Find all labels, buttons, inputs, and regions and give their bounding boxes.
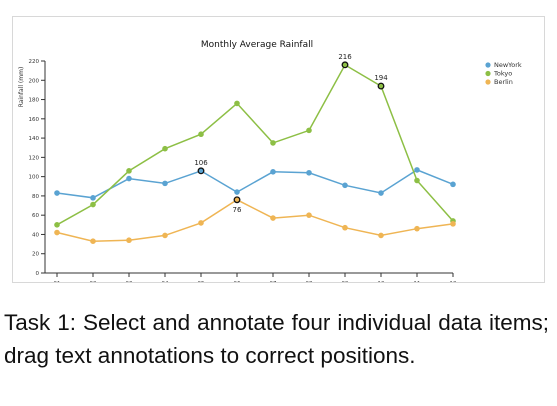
annotation-label[interactable]: 194 — [374, 74, 388, 82]
point-tokyo[interactable] — [198, 131, 204, 138]
annotated-point[interactable] — [197, 167, 205, 175]
series-lines — [56, 63, 454, 242]
annotated-point[interactable] — [233, 196, 241, 204]
x-tick-label: 08 — [306, 281, 313, 282]
point-tokyo[interactable] — [126, 168, 132, 174]
point-tokyo[interactable] — [306, 127, 312, 134]
point-berlin[interactable] — [270, 215, 276, 221]
point-newyork[interactable] — [378, 190, 384, 196]
point-newyork[interactable] — [126, 175, 132, 182]
x-tick-label: 03 — [126, 281, 133, 282]
point-newyork[interactable] — [450, 181, 456, 188]
chart-title: Monthly Average Rainfall — [201, 40, 313, 50]
point-tokyo[interactable] — [90, 201, 96, 208]
point-berlin[interactable] — [342, 224, 348, 231]
annotation-label[interactable]: 76 — [233, 206, 242, 214]
point-berlin[interactable] — [198, 220, 204, 226]
point-newyork[interactable] — [342, 182, 348, 189]
annotation-label[interactable]: 106 — [194, 159, 208, 167]
y-tick-label: 60 — [32, 213, 39, 219]
point-berlin[interactable] — [450, 221, 456, 227]
chart-panel: Monthly Average Rainfall 0 20 40 60 80 100 120… — [12, 16, 545, 283]
y-tick-label: 20 — [32, 252, 39, 258]
y-tick-label: 80 — [32, 194, 39, 200]
point-tokyo[interactable] — [414, 177, 420, 184]
legend-label-newyork: NewYork — [494, 61, 522, 69]
y-tick-label: 100 — [29, 175, 40, 181]
y-tick-label: 160 — [29, 117, 40, 123]
y-tick-label: 220 — [29, 59, 40, 65]
x-tick-label: 01 — [54, 281, 61, 282]
legend-marker-tokyo — [485, 70, 491, 77]
legend-marker-newyork — [485, 62, 491, 68]
annotation-label[interactable]: 216 — [338, 53, 352, 61]
legend-marker-berlin — [485, 79, 491, 85]
y-tick-label: 140 — [29, 136, 40, 142]
x-tick-label: 09 — [342, 281, 349, 282]
point-newyork[interactable] — [162, 180, 168, 187]
y-tick-label: 120 — [29, 155, 40, 161]
y-tick-label: 200 — [29, 78, 40, 84]
point-berlin[interactable] — [54, 229, 60, 236]
annotated-point[interactable] — [377, 82, 385, 90]
x-tick-label: 04 — [162, 281, 169, 282]
point-berlin[interactable] — [414, 225, 420, 232]
point-tokyo[interactable] — [270, 140, 276, 146]
point-newyork[interactable] — [414, 167, 420, 173]
x-tick-label: 12 — [450, 281, 457, 282]
y-tick-label: 0 — [36, 271, 40, 277]
x-tick-label: 11 — [414, 281, 421, 282]
point-berlin[interactable] — [162, 232, 168, 239]
point-tokyo[interactable] — [54, 222, 60, 228]
point-newyork[interactable] — [54, 190, 60, 196]
task-caption: Task 1: Select and annotate four individ… — [4, 310, 549, 368]
x-tick-label: 02 — [90, 281, 97, 282]
line-chart: Monthly Average Rainfall 020406080100120… — [18, 40, 522, 282]
point-tokyo[interactable] — [234, 100, 240, 107]
point-tokyo[interactable] — [162, 145, 168, 152]
legend-label-berlin: Berlin — [494, 78, 513, 86]
point-newyork[interactable] — [90, 195, 96, 201]
series-points[interactable] — [54, 62, 456, 244]
point-newyork[interactable] — [306, 169, 312, 176]
x-tick-label: 06 — [234, 281, 241, 282]
legend-label-tokyo: Tokyo — [493, 70, 512, 78]
line-tokyo — [56, 63, 454, 226]
x-tick-label: 07 — [270, 281, 277, 282]
annotations[interactable]: 106 76 216 194 — [194, 53, 388, 214]
y-tick-label: 180 — [29, 98, 40, 104]
point-berlin[interactable] — [126, 237, 132, 244]
point-berlin[interactable] — [306, 212, 312, 218]
y-tick-label: 40 — [32, 232, 39, 238]
line-newyork — [56, 169, 454, 199]
x-tick-label: 05 — [198, 281, 205, 282]
annotated-point[interactable] — [341, 61, 349, 69]
line-berlin — [56, 198, 454, 242]
point-newyork[interactable] — [270, 169, 276, 175]
point-berlin[interactable] — [90, 238, 96, 244]
x-tick-label: 10 — [378, 281, 385, 282]
y-axis-label: Rainfall (mm) — [18, 67, 25, 108]
point-berlin[interactable] — [378, 232, 384, 239]
point-newyork[interactable] — [234, 189, 240, 195]
